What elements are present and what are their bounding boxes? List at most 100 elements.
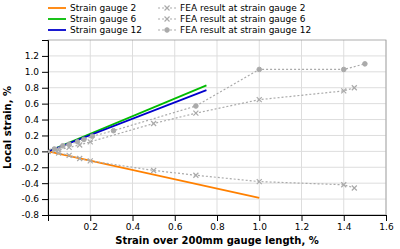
y-tick-label: 0.2 [25, 131, 39, 141]
y-tick: 1.2 [25, 51, 48, 61]
y-grid-line [48, 135, 386, 136]
x-tick: 0.2 [84, 215, 98, 232]
x-tick-mark [344, 215, 345, 221]
y-grid-line [48, 71, 386, 72]
y-axis-title: Local strain, % [2, 86, 13, 169]
point-shape [257, 97, 262, 102]
point-shape [341, 88, 346, 93]
point-shape [341, 182, 346, 187]
series-line [48, 90, 206, 151]
legend-item: FEA result at strain gauge 12 [158, 25, 311, 35]
y-grid-line [48, 151, 386, 152]
y-tick-label: -0.4 [21, 179, 39, 189]
legend-swatch [48, 18, 66, 20]
x-axis-title: Strain over 200mm gauge length, % [115, 235, 319, 246]
series-point [341, 182, 346, 187]
series-point [67, 142, 72, 147]
series-point [193, 173, 198, 178]
series-point [341, 67, 346, 72]
x-tick-mark [133, 215, 134, 221]
legend-item: Strain gauge 2 [48, 3, 136, 13]
series-point [77, 156, 82, 161]
x-tick: 0.6 [168, 215, 183, 232]
y-grid-line [48, 87, 386, 88]
y-tick-mark [42, 56, 48, 57]
x-tick-mark [302, 215, 303, 221]
series-point [111, 128, 116, 133]
point-shape [60, 143, 65, 148]
y-tick-label: -0.2 [21, 163, 39, 173]
y-tick-mark [42, 183, 48, 184]
x-grid-line [90, 40, 91, 215]
y-tick-label: 1.2 [25, 51, 39, 61]
series-point [52, 147, 57, 152]
plot-frame [48, 40, 386, 215]
y-tick-label: -0.6 [21, 194, 39, 204]
series-point [352, 85, 357, 90]
series-line [54, 64, 365, 149]
point-shape [257, 179, 262, 184]
legend-entry: FEA result at strain gauge 12 [180, 25, 311, 35]
y-tick: 0.6 [25, 99, 48, 109]
series-point [151, 168, 156, 173]
series-line [48, 85, 206, 151]
legend-entry: Strain gauge 2 [70, 3, 136, 13]
x-tick-mark [386, 215, 387, 221]
y-tick: -0.2 [21, 163, 48, 173]
legend-item: FEA result at strain gauge 2 [158, 3, 305, 13]
y-grid-line [48, 119, 386, 120]
y-grid-line [48, 55, 386, 56]
series-point [193, 111, 198, 116]
point-shape [341, 67, 346, 72]
series-point [257, 67, 262, 72]
series-point [48, 149, 51, 154]
series-point [88, 139, 93, 144]
point-shape [88, 139, 93, 144]
legend-swatch [48, 7, 66, 9]
y-tick-mark [42, 167, 48, 168]
y-tick-mark [42, 120, 48, 121]
y-tick: 0.4 [25, 115, 48, 125]
point-shape [352, 185, 357, 190]
x-grid-line [174, 40, 175, 215]
y-tick-mark [42, 151, 48, 152]
y-grid-line [48, 103, 386, 104]
x-tick-label: 0.2 [84, 222, 98, 232]
x-tick: 0.4 [126, 215, 141, 232]
x-grid-line [132, 40, 133, 215]
y-tick-label: 1.0 [25, 67, 40, 77]
legend-entry: FEA result at strain gauge 6 [180, 14, 306, 24]
y-tick-mark [42, 88, 48, 89]
point-shape [194, 104, 199, 109]
x-tick-label: 1.0 [253, 222, 268, 232]
y-grid-line [48, 183, 386, 184]
legend-swatch [48, 29, 66, 31]
y-tick-mark [42, 72, 48, 73]
series-line [48, 88, 354, 152]
legend-entry: FEA result at strain gauge 2 [180, 3, 305, 13]
x-tick-label: 0.8 [210, 222, 225, 232]
y-tick-mark [42, 199, 48, 200]
legend-marker [165, 17, 170, 22]
legend-entry: Strain gauge 12 [70, 25, 142, 35]
y-tick-label: 0.4 [25, 115, 40, 125]
x-grid-line [301, 40, 302, 215]
legend-marker [165, 28, 170, 33]
series-point [75, 140, 80, 145]
series-line [48, 151, 259, 198]
series-point [82, 137, 87, 142]
x-tick: 1.0 [253, 215, 268, 232]
legend-marker [165, 6, 170, 11]
point-shape [82, 137, 87, 142]
x-grid-line [259, 40, 260, 215]
y-tick-mark [42, 135, 48, 136]
x-tick-mark [217, 215, 218, 221]
data-layer [48, 62, 367, 198]
series-line [48, 151, 354, 188]
point-shape [151, 121, 156, 126]
y-tick: -0.6 [21, 194, 48, 204]
point-shape [352, 85, 357, 90]
point-shape [90, 134, 95, 139]
x-tick: 1.4 [337, 215, 352, 232]
point-shape [193, 173, 198, 178]
